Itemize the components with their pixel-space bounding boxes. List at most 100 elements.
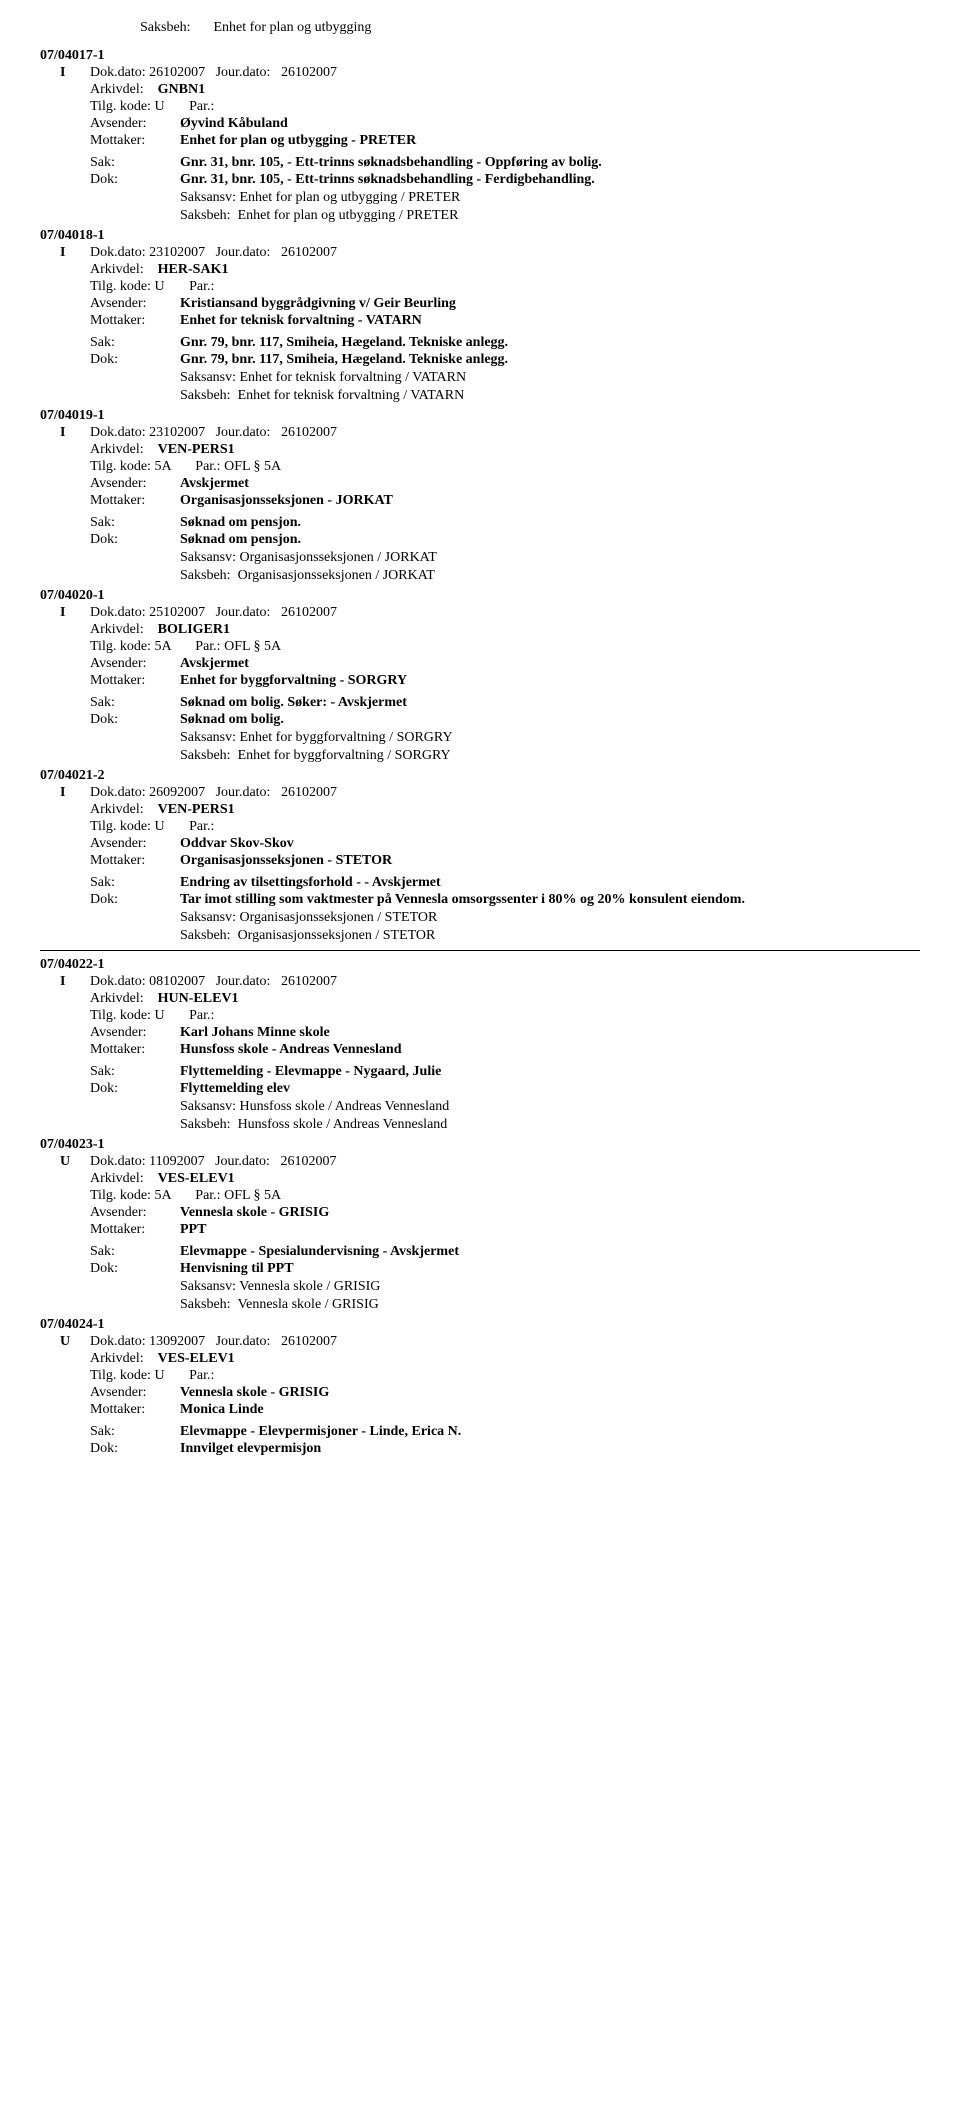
journal-entry: 07/04022-1IDok.dato: 08102007 Jour.dato:… (40, 957, 920, 1133)
dokdato-line: Dok.dato: 23102007 Jour.dato: 26102007 (90, 245, 920, 261)
arkivdel-value: VES-ELEV1 (158, 1171, 235, 1186)
entry-type: I (40, 245, 90, 261)
tilgkode-value: U (154, 819, 164, 834)
dok-row: Dok:Henvisning til PPT (40, 1261, 920, 1277)
avsender-row: Avsender:Karl Johans Minne skole (40, 1025, 920, 1041)
arkivdel-value: BOLIGER1 (158, 622, 230, 637)
jourdato-label: Jour.dato: (215, 1154, 270, 1170)
saksansv-label: Saksansv: (180, 730, 236, 745)
entry-type: I (40, 605, 90, 621)
dok-row: Dok:Søknad om pensjon. (40, 532, 920, 548)
sak-value: Elevmappe - Spesialundervisning - Avskje… (180, 1244, 920, 1260)
sak-label: Sak: (90, 695, 180, 711)
avsender-label: Avsender: (90, 296, 180, 312)
saksbeh-value: Enhet for byggforvaltning / SORGRY (238, 748, 451, 763)
sak-value: Søknad om pensjon. (180, 515, 920, 531)
par-value: OFL § 5A (224, 1188, 281, 1203)
saksansv-label: Saksansv: (180, 190, 236, 205)
dok-value: Gnr. 31, bnr. 105, - Ett-trinns søknadsb… (180, 172, 920, 188)
avsender-row: Avsender:Avskjermet (40, 476, 920, 492)
tilgkode-row: Tilg. kode: U Par.: (40, 819, 920, 835)
saksbeh-value: Organisasjonsseksjonen / JORKAT (238, 568, 435, 583)
entry-type: I (40, 974, 90, 990)
avsender-label: Avsender: (90, 1205, 180, 1221)
saksansv-row: Saksansv: Enhet for byggforvaltning / SO… (40, 730, 920, 746)
dokdato-value: 13092007 (149, 1334, 205, 1350)
journal-entry: 07/04020-1IDok.dato: 25102007 Jour.dato:… (40, 588, 920, 764)
tilgkode-value: U (154, 99, 164, 114)
mottaker-row: Mottaker:Enhet for teknisk forvaltning -… (40, 313, 920, 329)
dokdato-value: 23102007 (149, 425, 205, 441)
avsender-label: Avsender: (90, 116, 180, 132)
journal-entry: 07/04018-1IDok.dato: 23102007 Jour.dato:… (40, 228, 920, 404)
sak-value: Søknad om bolig. Søker: - Avskjermet (180, 695, 920, 711)
tilgkode-label: Tilg. kode: (90, 819, 151, 834)
saksbeh-value: Hunsfoss skole / Andreas Vennesland (238, 1117, 448, 1132)
saksansv-value: Vennesla skole / GRISIG (239, 1279, 380, 1294)
avsender-value: Kristiansand byggrådgivning v/ Geir Beur… (180, 296, 920, 312)
dok-label: Dok: (90, 1441, 180, 1457)
dokdato-value: 11092007 (149, 1154, 204, 1170)
dokdato-line: Dok.dato: 25102007 Jour.dato: 26102007 (90, 605, 920, 621)
entry-id: 07/04017-1 (40, 48, 920, 64)
sak-label: Sak: (90, 335, 180, 351)
dokdato-row: IDok.dato: 26092007 Jour.dato: 26102007 (40, 785, 920, 801)
entry-type: I (40, 785, 90, 801)
jourdato-label: Jour.dato: (216, 785, 271, 801)
saksbeh-row: Saksbeh: Organisasjonsseksjonen / JORKAT (40, 568, 920, 584)
journal-entry: 07/04024-1UDok.dato: 13092007 Jour.dato:… (40, 1317, 920, 1457)
jourdato-value: 26102007 (281, 425, 337, 441)
arkivdel-row: Arkivdel: HUN-ELEV1 (40, 991, 920, 1007)
dokdato-row: UDok.dato: 13092007 Jour.dato: 26102007 (40, 1334, 920, 1350)
saksbeh-label: Saksbeh: (180, 928, 231, 943)
par-value: OFL § 5A (224, 639, 281, 654)
dokdato-line: Dok.dato: 13092007 Jour.dato: 26102007 (90, 1334, 920, 1350)
sak-row: Sak:Endring av tilsettingsforhold - - Av… (40, 875, 920, 891)
mottaker-row: Mottaker:Organisasjonsseksjonen - JORKAT (40, 493, 920, 509)
avsender-value: Avskjermet (180, 656, 920, 672)
arkivdel-value: GNBN1 (158, 82, 205, 97)
dok-value: Tar imot stilling som vaktmester på Venn… (180, 892, 920, 908)
saksbeh-row: Saksbeh: Enhet for teknisk forvaltning /… (40, 388, 920, 404)
mottaker-row: Mottaker:Hunsfoss skole - Andreas Vennes… (40, 1042, 920, 1058)
mottaker-value: Organisasjonsseksjonen - STETOR (180, 853, 920, 869)
mottaker-value: Enhet for plan og utbygging - PRETER (180, 133, 920, 149)
saksbeh-label: Saksbeh: (180, 748, 231, 763)
saksansv-row: Saksansv: Hunsfoss skole / Andreas Venne… (40, 1099, 920, 1115)
dokdato-row: IDok.dato: 26102007 Jour.dato: 26102007 (40, 65, 920, 81)
mottaker-value: Enhet for byggforvaltning - SORGRY (180, 673, 920, 689)
dokdato-value: 26102007 (149, 65, 205, 81)
jourdato-label: Jour.dato: (216, 605, 271, 621)
arkivdel-value: HUN-ELEV1 (158, 991, 239, 1006)
mottaker-label: Mottaker: (90, 313, 180, 329)
dokdato-label: Dok.dato: (90, 1154, 146, 1170)
tilgkode-label: Tilg. kode: (90, 1008, 151, 1023)
jourdato-value: 26102007 (281, 65, 337, 81)
top-saksbeh-label: Saksbeh: (140, 20, 210, 36)
par-label: Par.: (189, 819, 214, 834)
arkivdel-label: Arkivdel: (90, 1171, 144, 1186)
arkivdel-value: HER-SAK1 (158, 262, 229, 277)
sak-label: Sak: (90, 875, 180, 891)
saksbeh-value: Organisasjonsseksjonen / STETOR (238, 928, 436, 943)
avsender-label: Avsender: (90, 476, 180, 492)
tilgkode-value: 5A (154, 459, 170, 474)
jourdato-value: 26102007 (281, 605, 337, 621)
mottaker-label: Mottaker: (90, 853, 180, 869)
dokdato-label: Dok.dato: (90, 785, 146, 801)
dokdato-row: UDok.dato: 11092007 Jour.dato: 26102007 (40, 1154, 920, 1170)
avsender-row: Avsender:Vennesla skole - GRISIG (40, 1205, 920, 1221)
arkivdel-row: Arkivdel: HER-SAK1 (40, 262, 920, 278)
dokdato-value: 25102007 (149, 605, 205, 621)
dokdato-row: IDok.dato: 23102007 Jour.dato: 26102007 (40, 245, 920, 261)
arkivdel-row: Arkivdel: VEN-PERS1 (40, 802, 920, 818)
journal-entry: 07/04017-1IDok.dato: 26102007 Jour.dato:… (40, 48, 920, 224)
dokdato-row: IDok.dato: 25102007 Jour.dato: 26102007 (40, 605, 920, 621)
par-label: Par.: (195, 639, 220, 654)
saksansv-label: Saksansv: (180, 1279, 236, 1294)
avsender-value: Vennesla skole - GRISIG (180, 1205, 920, 1221)
entry-id: 07/04024-1 (40, 1317, 920, 1333)
avsender-row: Avsender:Oddvar Skov-Skov (40, 836, 920, 852)
entry-type: U (40, 1154, 90, 1170)
sak-value: Endring av tilsettingsforhold - - Avskje… (180, 875, 920, 891)
